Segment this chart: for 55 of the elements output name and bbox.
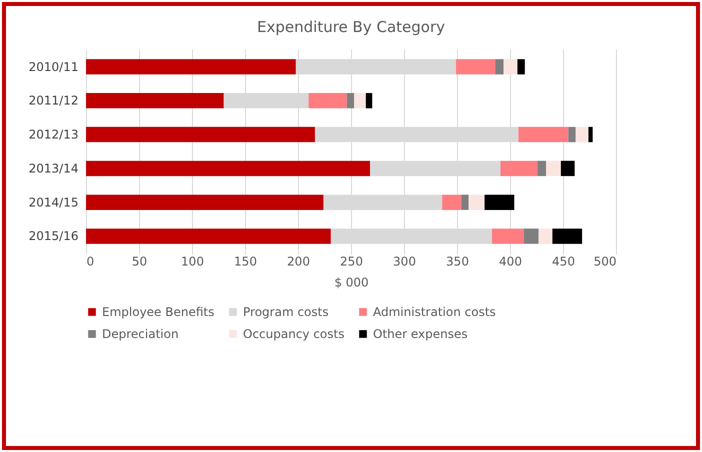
legend-label: Depreciation <box>102 327 179 341</box>
bar <box>86 59 296 74</box>
x-tick-label: 200 <box>287 254 310 268</box>
bar <box>552 228 582 244</box>
x-tick-label: 300 <box>393 254 416 268</box>
bar <box>354 93 366 108</box>
y-tick-label: 2013/14 <box>28 161 78 176</box>
bar <box>461 194 469 210</box>
x-axis-title: $ 000 <box>334 276 369 290</box>
bar <box>86 93 224 108</box>
legend-label: Other expenses <box>373 327 468 341</box>
bar <box>524 228 539 244</box>
bar <box>456 59 496 74</box>
legend-label: Occupancy costs <box>243 327 344 341</box>
bar <box>504 59 518 74</box>
bar <box>518 126 568 142</box>
y-tick-label: 2011/12 <box>28 94 78 108</box>
y-tick-label: 2012/13 <box>28 128 78 142</box>
bar <box>86 228 331 244</box>
x-tick-label: 250 <box>340 254 363 268</box>
bar <box>86 194 324 210</box>
x-tick-label: 450 <box>552 254 575 268</box>
bar <box>500 160 538 176</box>
bar <box>86 126 315 142</box>
bar <box>538 160 546 176</box>
bar <box>568 126 576 142</box>
x-tick-label: 350 <box>446 254 469 268</box>
x-tick-label: 150 <box>234 254 257 268</box>
x-tick-label: 100 <box>181 254 204 268</box>
y-tick-label: 2015/16 <box>28 229 78 244</box>
legend-label: Program costs <box>243 305 329 319</box>
bar <box>576 126 588 142</box>
y-tick-label: 2014/15 <box>28 195 78 210</box>
bar <box>588 126 593 142</box>
legend-label: Employee Benefits <box>102 305 214 319</box>
x-tick-label: 0 <box>86 254 94 268</box>
bar <box>538 228 552 244</box>
y-tick-label: 2010/11 <box>28 60 78 74</box>
bar <box>517 59 525 74</box>
x-tick-label: 500 <box>594 254 616 268</box>
bar <box>86 160 370 176</box>
x-tick-label: 50 <box>132 254 148 268</box>
bar <box>468 194 485 210</box>
bar <box>495 59 504 74</box>
legend-label: Administration costs <box>373 305 496 319</box>
bar <box>308 93 347 108</box>
bar <box>366 93 372 108</box>
bar <box>560 160 575 176</box>
bar <box>492 228 524 244</box>
bar <box>484 194 514 210</box>
chart-title: Expenditure By Category <box>257 18 446 36</box>
bar <box>346 93 354 108</box>
x-tick-label: 400 <box>499 254 522 268</box>
bar <box>442 194 462 210</box>
bar <box>546 160 561 176</box>
